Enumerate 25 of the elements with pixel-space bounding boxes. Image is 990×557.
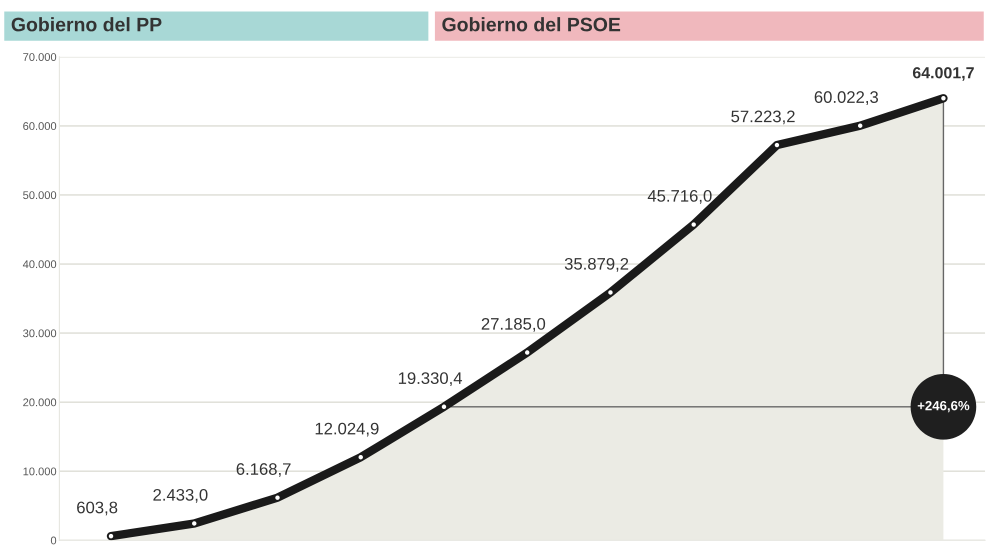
data-label: 6.168,7	[236, 463, 291, 477]
data-label: 64.001,7	[912, 67, 974, 81]
point	[108, 532, 114, 540]
data-label: 603,8	[77, 502, 118, 516]
data-label: 35.879,2	[564, 258, 628, 272]
y-tick-label: 60.000	[23, 122, 56, 130]
point	[774, 142, 780, 148]
text: Gobierno del PSOE	[442, 17, 620, 32]
y-tick-label: 40.000	[22, 260, 56, 268]
y-tick-label: 10.000	[23, 467, 56, 476]
data-label: 2.433,0	[153, 488, 208, 503]
data-label: 45.716,0	[648, 190, 712, 204]
data-label: 19.330,4	[398, 372, 462, 386]
data-label: 27.185,0	[482, 318, 546, 332]
y-tick-label: 50.000	[23, 191, 56, 200]
data-label: 60.022,3	[814, 91, 878, 105]
point	[607, 289, 614, 296]
y-tick-label: 0	[50, 536, 56, 544]
y-tick-label: 70.000	[23, 53, 56, 61]
y-tick-label: 30.000	[23, 329, 56, 338]
data-label: 57.223,2	[731, 110, 795, 124]
text: Gobierno del PP	[12, 17, 162, 32]
data-label: 12.024,9	[316, 422, 378, 436]
y-tick-label: 20.000	[23, 398, 56, 406]
annotation: +246,6%	[918, 400, 970, 412]
